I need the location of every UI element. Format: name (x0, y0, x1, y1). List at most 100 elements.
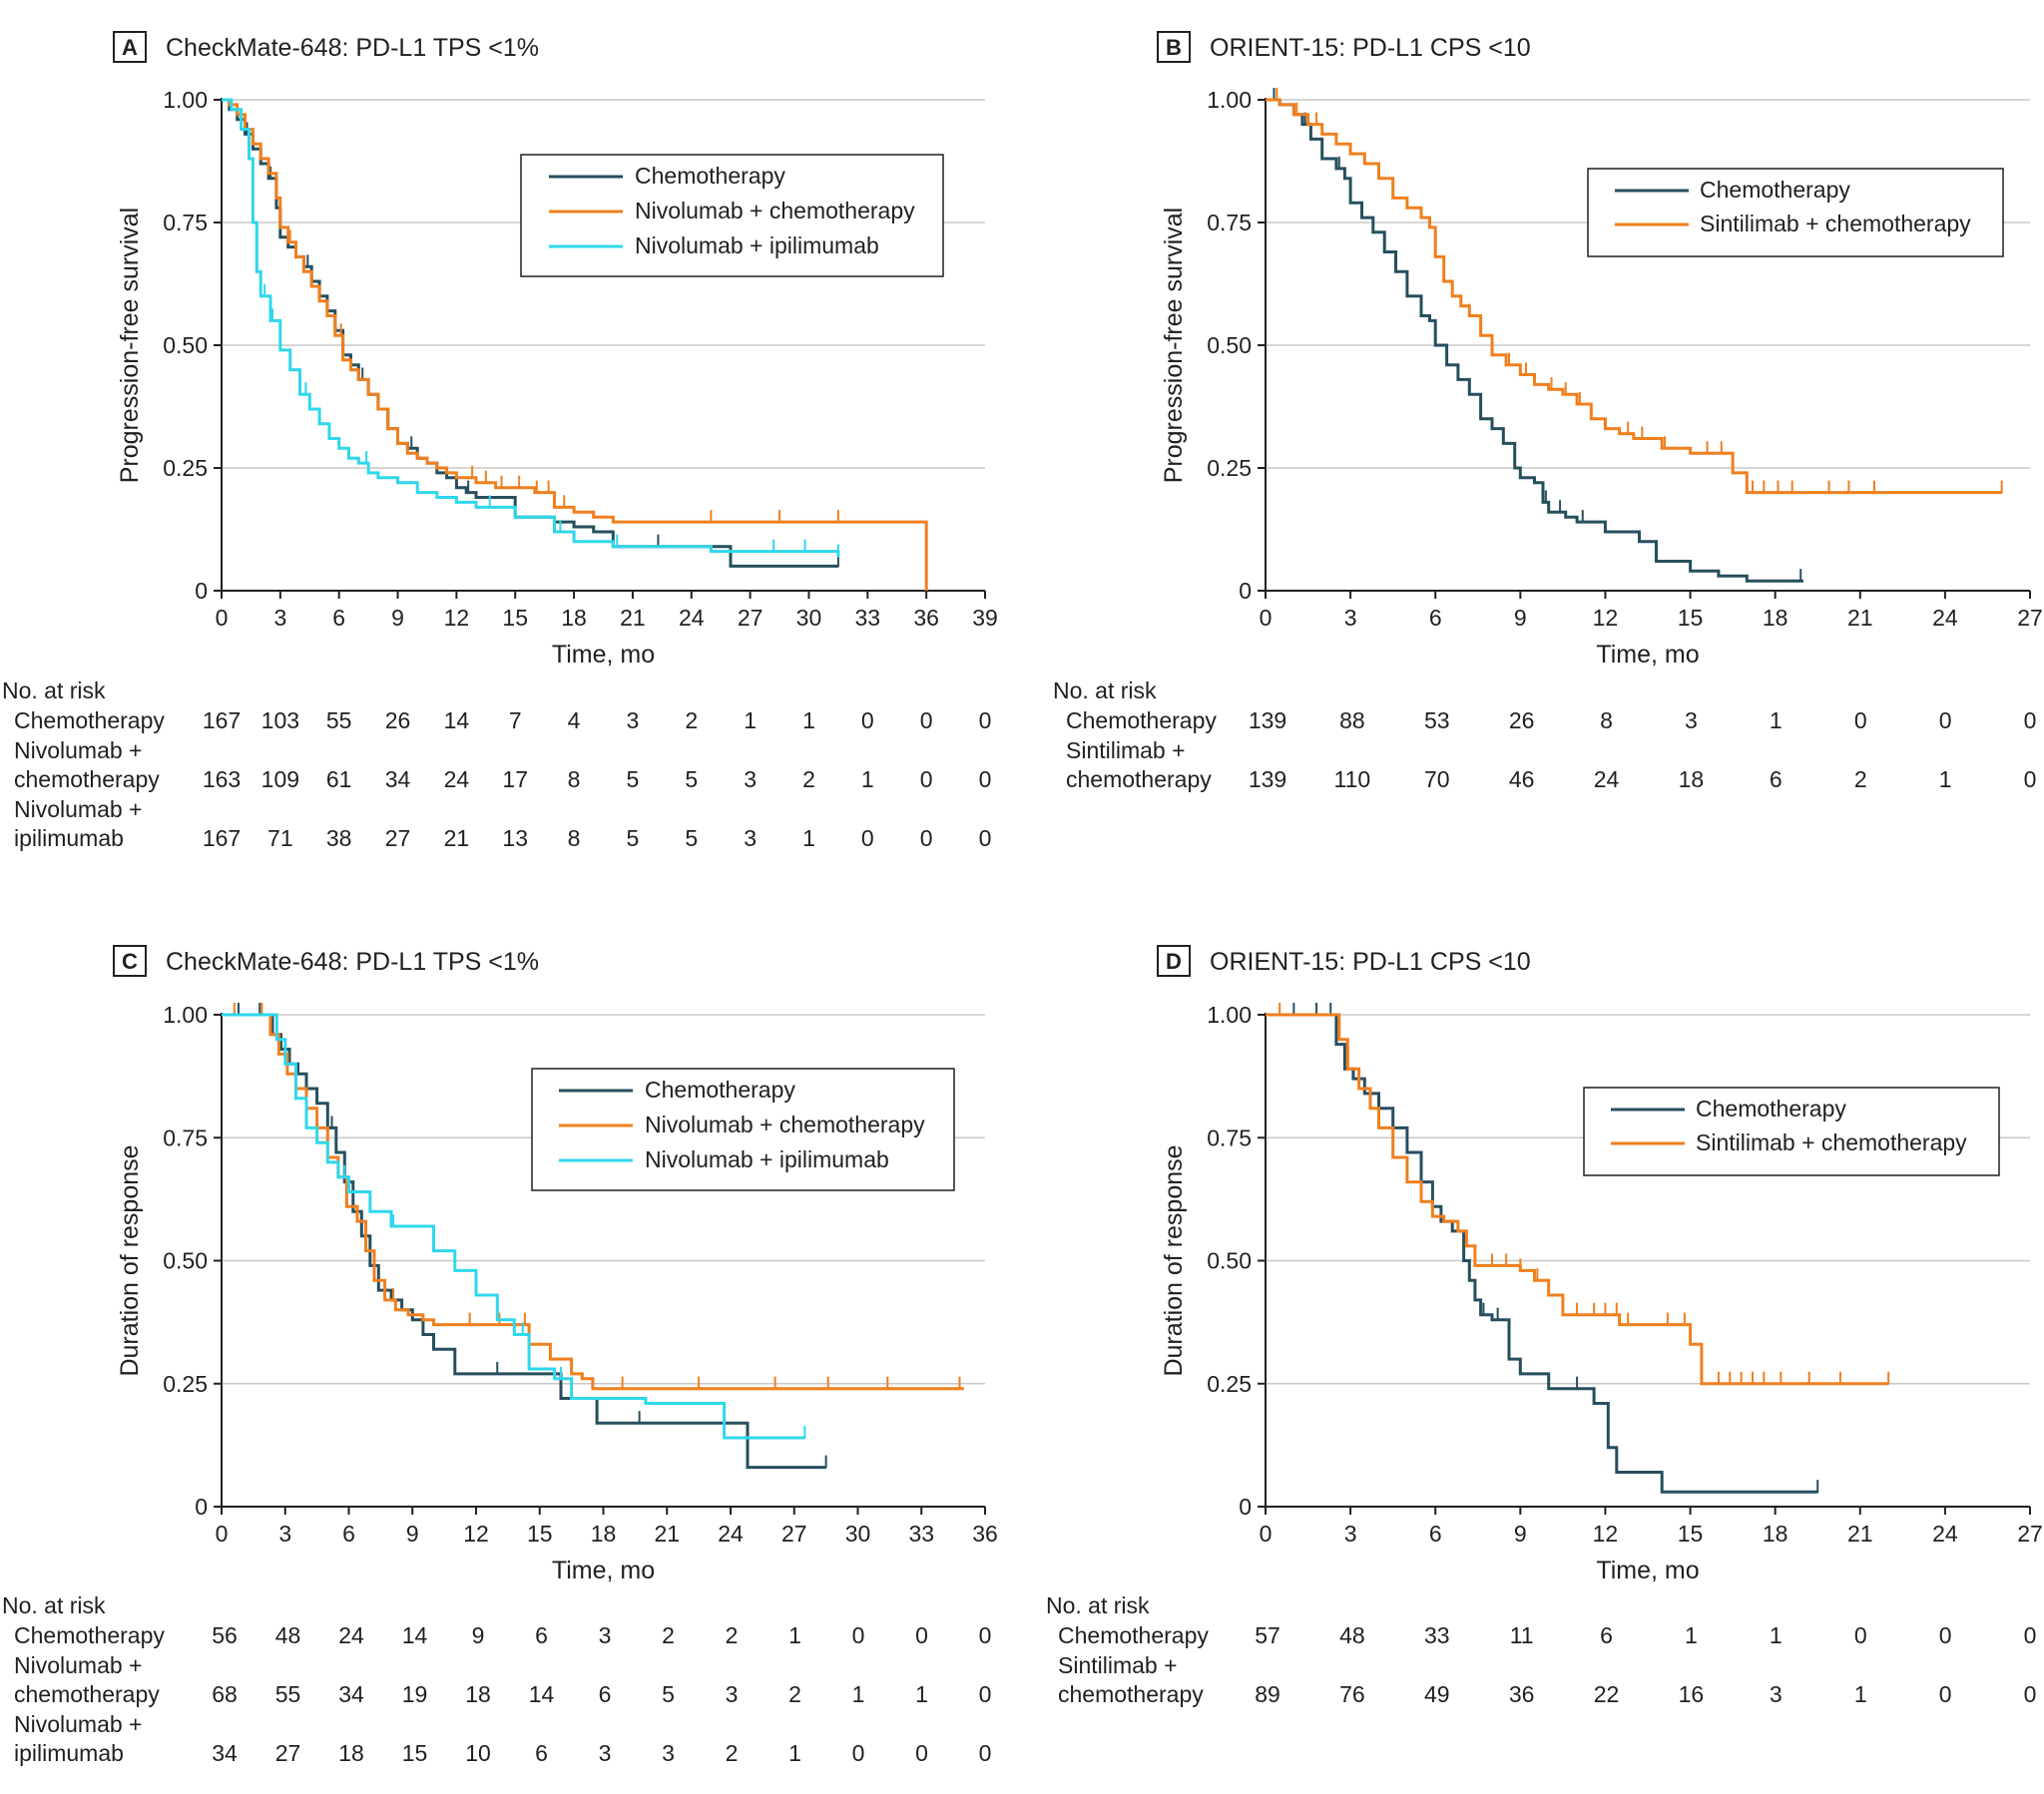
at-risk-value: 0 (861, 825, 874, 851)
y-tick-label: 0 (1239, 1494, 1252, 1520)
y-tick-label: 0.50 (1207, 1248, 1252, 1274)
y-tick-label: 0.75 (163, 1124, 208, 1150)
at-risk-row-label: Nivolumab + (14, 1711, 142, 1737)
chart-title: ORIENT-15: PD-L1 CPS <10 (1210, 948, 1531, 976)
at-risk-value: 3 (599, 1740, 612, 1766)
x-tick-label: 3 (1344, 1521, 1357, 1547)
at-risk-value: 27 (385, 825, 411, 851)
at-risk-row-label: ipilimumab (14, 825, 124, 851)
at-risk-value: 5 (685, 825, 698, 851)
at-risk-value: 36 (1509, 1681, 1535, 1707)
at-risk-value: 18 (338, 1740, 364, 1766)
legend-box (1587, 168, 2004, 257)
at-risk-value: 2 (685, 707, 698, 733)
at-risk-value: 0 (1939, 1681, 1952, 1707)
legend-label: Sintilimab + chemotherapy (1700, 211, 1971, 236)
at-risk-value: 0 (920, 825, 933, 851)
at-risk-value: 0 (1939, 707, 1952, 733)
legend: Chemotherapy Sintilimab + chemotherapy (1583, 1087, 2000, 1176)
at-risk-value: 22 (1594, 1681, 1620, 1707)
at-risk-value: 34 (212, 1740, 238, 1766)
at-risk-value: 167 (203, 825, 241, 851)
at-risk-value: 1 (915, 1681, 928, 1707)
at-risk-value: 0 (1854, 707, 1867, 733)
x-tick-label: 27 (781, 1521, 807, 1547)
at-risk-heading: No. at risk (1053, 677, 1157, 703)
at-risk-value: 1 (861, 766, 874, 792)
x-tick-label: 27 (738, 605, 764, 631)
at-risk-value: 0 (1854, 1622, 1867, 1648)
legend-label: Sintilimab + chemotherapy (1696, 1129, 1967, 1155)
at-risk-value: 48 (1339, 1622, 1365, 1648)
legend-label: Nivolumab + ipilimumab (645, 1146, 889, 1172)
panel-letter-box (1157, 31, 1191, 63)
at-risk-value: 48 (275, 1622, 301, 1648)
at-risk-value: 1 (788, 1740, 801, 1766)
legend-box (520, 154, 944, 277)
y-tick-label: 0.25 (163, 455, 208, 481)
x-axis-label: Time, mo (552, 641, 655, 669)
series-2 (222, 1003, 964, 1391)
at-risk-value: 0 (2024, 1681, 2037, 1707)
x-tick-label: 30 (796, 605, 822, 631)
x-tick-label: 6 (1429, 1521, 1442, 1547)
at-risk-value: 0 (915, 1622, 928, 1648)
y-tick-label: 0.50 (1207, 332, 1252, 358)
x-tick-label: 33 (855, 605, 881, 631)
at-risk-row-label: chemotherapy (1058, 1681, 1204, 1707)
at-risk-value: 1 (788, 1622, 801, 1648)
x-tick-label: 12 (444, 605, 470, 631)
y-tick-label: 1.00 (1207, 1002, 1252, 1028)
at-risk-row-label: Chemotherapy (1058, 1622, 1209, 1648)
x-axis-label: Time, mo (552, 1557, 655, 1584)
x-tick-label: 24 (679, 605, 705, 631)
at-risk-value: 139 (1249, 766, 1286, 792)
series-2 (1266, 88, 2003, 495)
at-risk-value: 55 (326, 707, 352, 733)
at-risk-value: 0 (852, 1740, 865, 1766)
x-tick-label: 27 (2017, 605, 2043, 631)
at-risk-value: 0 (920, 707, 933, 733)
km-curve (222, 98, 840, 557)
at-risk-value: 6 (535, 1740, 548, 1766)
series-3 (222, 1013, 806, 1440)
at-risk-value: 76 (1339, 1681, 1365, 1707)
x-tick-label: 21 (1847, 1521, 1873, 1547)
y-axis-label: Duration of response (116, 1144, 144, 1376)
at-risk-value: 0 (920, 766, 933, 792)
km-curve (222, 98, 928, 591)
chart-title: CheckMate-648: PD-L1 TPS <1% (166, 34, 539, 62)
at-risk-value: 1 (802, 707, 815, 733)
at-risk-value: 1 (1770, 707, 1783, 733)
x-tick-label: 9 (1514, 605, 1527, 631)
at-risk-value: 109 (261, 766, 299, 792)
x-tick-label: 36 (972, 1521, 998, 1547)
x-tick-label: 9 (391, 605, 404, 631)
at-risk-value: 2 (726, 1740, 739, 1766)
y-tick-label: 0.25 (163, 1371, 208, 1397)
x-tick-label: 3 (273, 605, 286, 631)
at-risk-value: 0 (979, 1622, 992, 1648)
at-risk-value: 0 (861, 707, 874, 733)
at-risk-value: 3 (744, 825, 757, 851)
at-risk-value: 6 (1770, 766, 1783, 792)
x-tick-label: 6 (332, 605, 345, 631)
at-risk-row-label: chemotherapy (14, 1681, 160, 1707)
panel-letter: B (1166, 35, 1182, 60)
at-risk-value: 55 (275, 1681, 301, 1707)
y-axis-label: Progression-free survival (1160, 208, 1188, 484)
at-risk-value: 0 (979, 1740, 992, 1766)
at-risk-value: 2 (788, 1681, 801, 1707)
panel-letter: A (122, 35, 138, 60)
y-tick-label: 0.75 (1207, 1124, 1252, 1150)
x-tick-label: 18 (1763, 605, 1788, 631)
at-risk-value: 14 (444, 707, 470, 733)
at-risk-value: 26 (1509, 707, 1535, 733)
at-risk-value: 2 (1854, 766, 1867, 792)
x-tick-label: 6 (342, 1521, 355, 1547)
x-tick-label: 15 (527, 1521, 553, 1547)
at-risk-row-label: Nivolumab + (14, 796, 142, 822)
at-risk-value: 0 (979, 825, 992, 851)
x-tick-label: 36 (913, 605, 939, 631)
x-axis-label: Time, mo (1596, 1557, 1699, 1584)
